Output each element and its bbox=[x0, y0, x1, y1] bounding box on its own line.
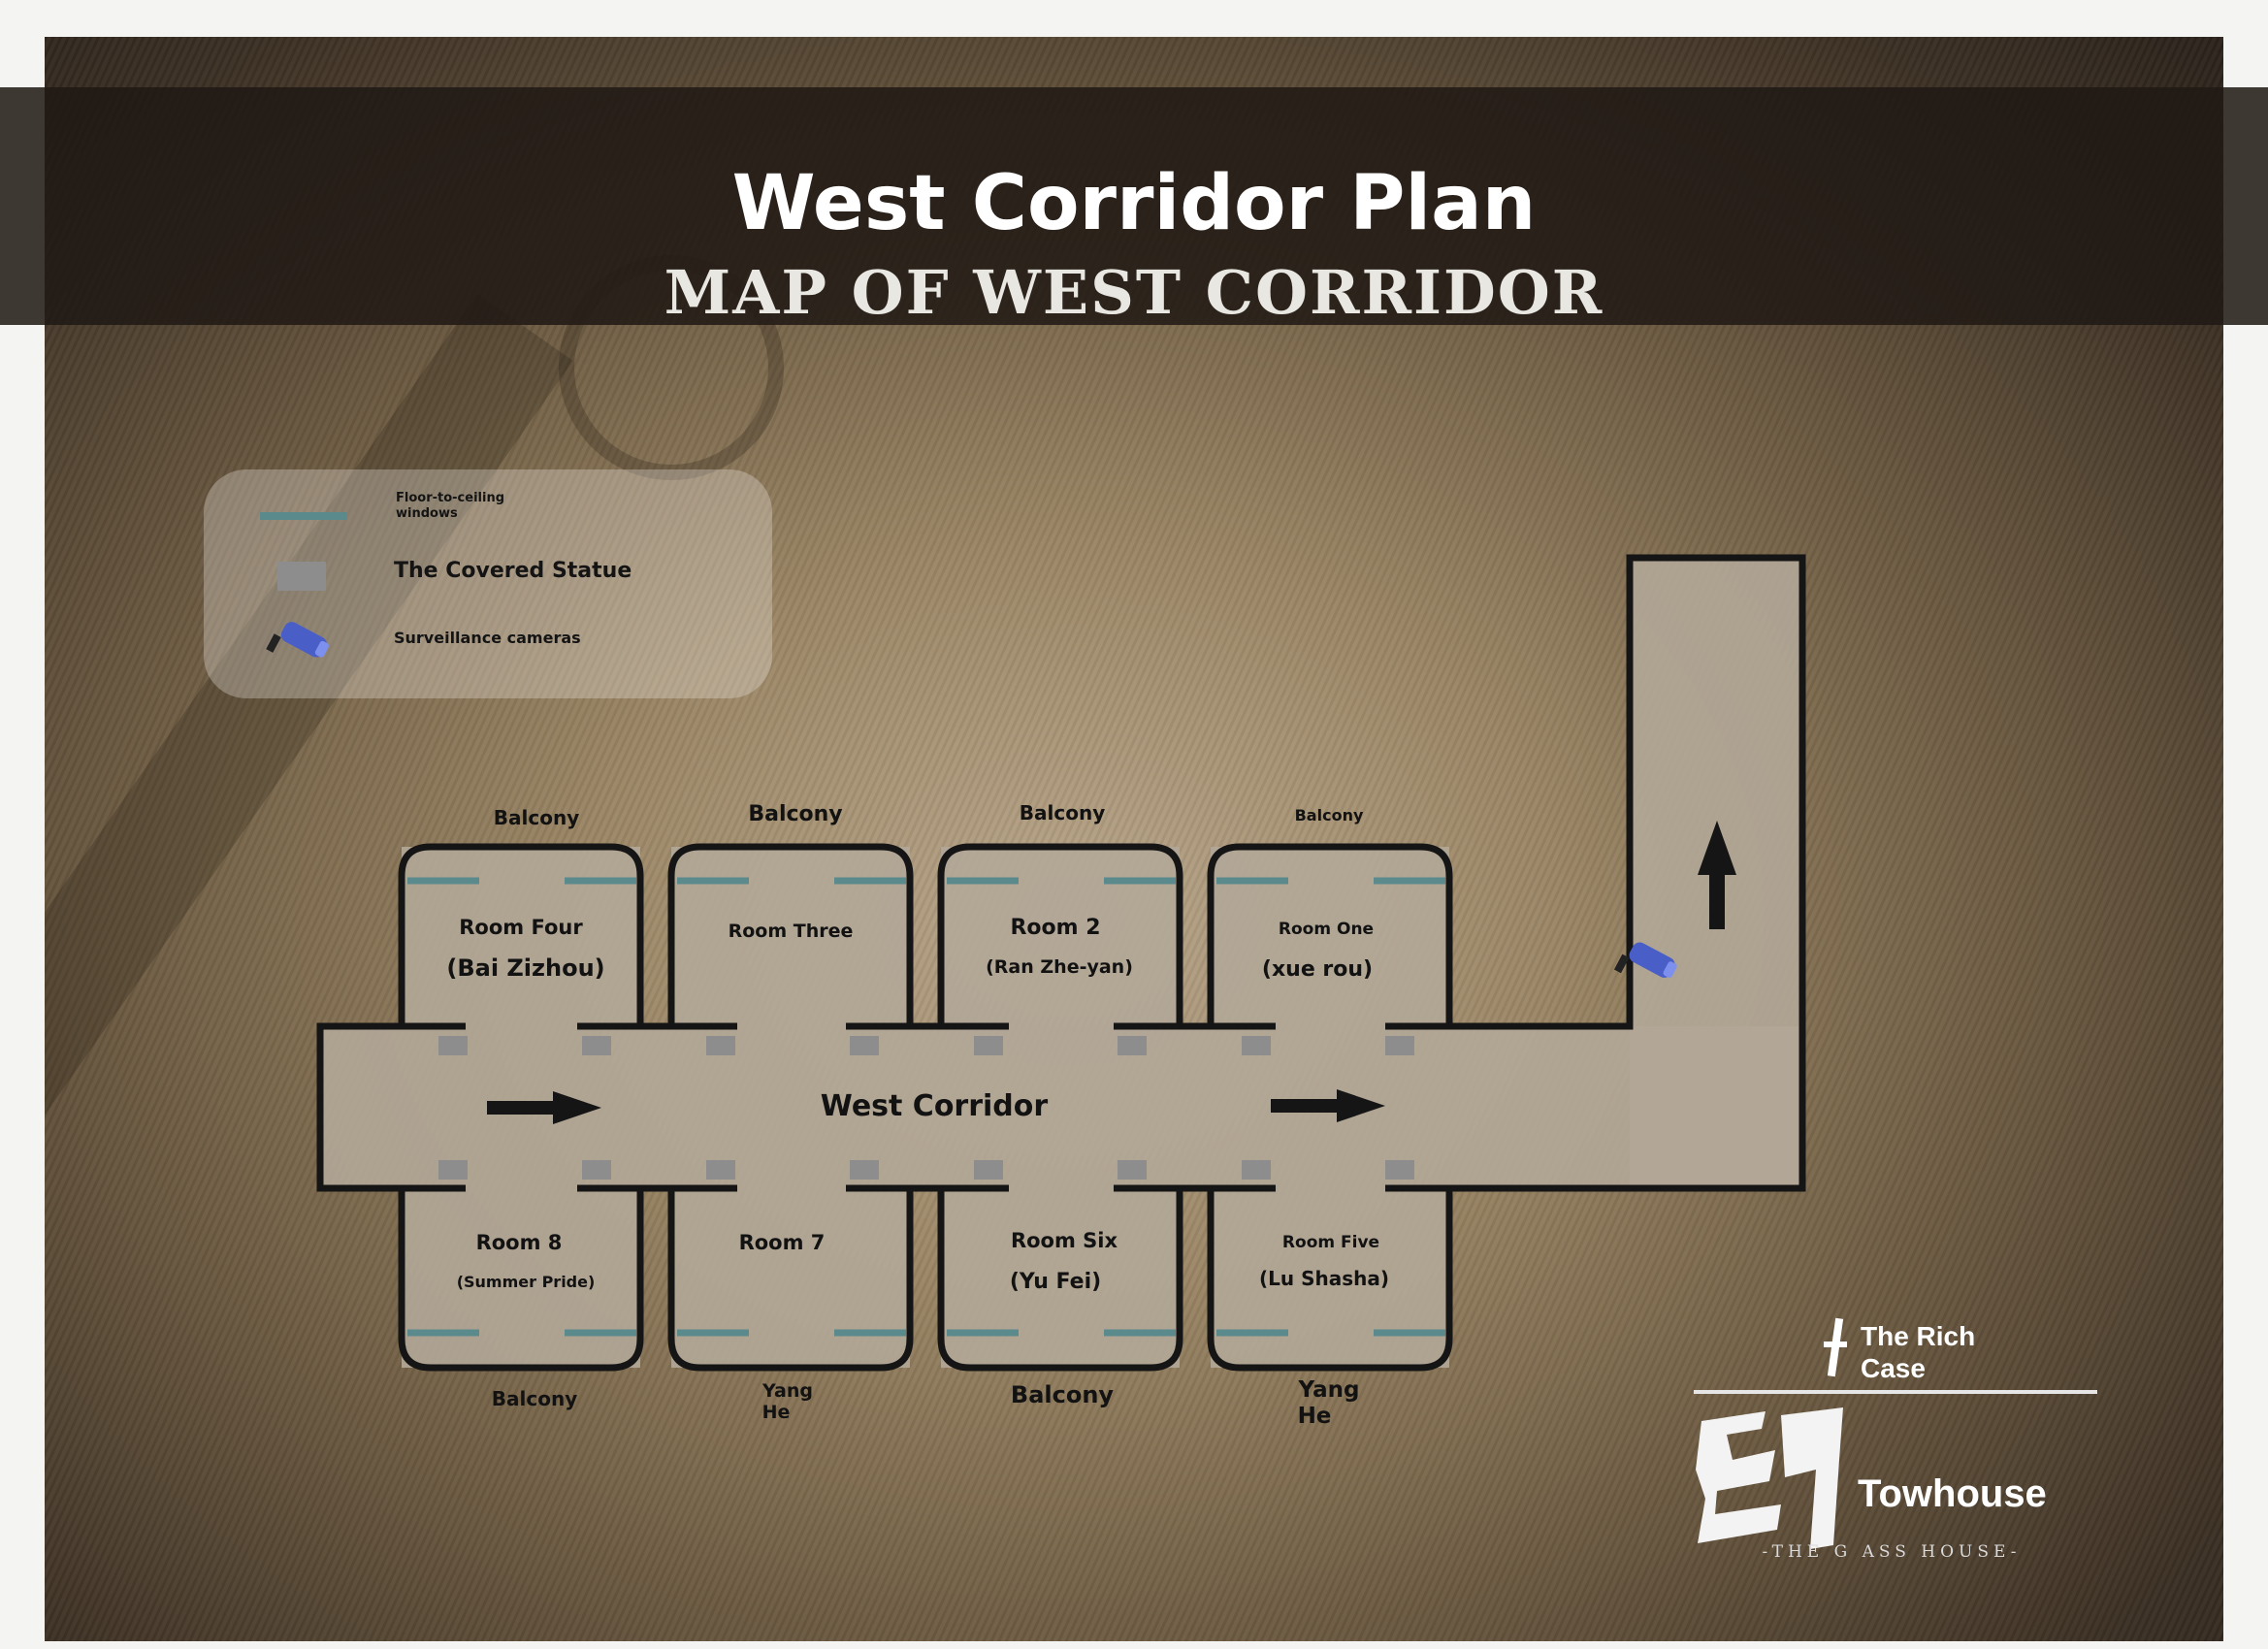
brand-line-2: Case bbox=[1861, 1353, 1926, 1383]
outside-label: Balcony bbox=[1020, 801, 1105, 824]
room-label: Room Six bbox=[1011, 1229, 1118, 1252]
outside-label-yang-he: Yang He bbox=[761, 1380, 813, 1423]
brand-name: Towhouse bbox=[1858, 1472, 2047, 1515]
room-label: Room One bbox=[1279, 920, 1374, 939]
room-occupant: (Summer Pride) bbox=[457, 1273, 596, 1291]
room-occupant: (Yu Fei) bbox=[1010, 1270, 1101, 1294]
camera-icon bbox=[1613, 942, 1677, 978]
outside-label: Balcony bbox=[494, 806, 579, 829]
corridor-label: West Corridor bbox=[821, 1089, 1049, 1123]
arrow-up-icon bbox=[1698, 821, 1736, 929]
map-legend: Floor-to-ceiling windows The Covered Sta… bbox=[204, 469, 772, 698]
room-occupant: (Ran Zhe-yan) bbox=[986, 956, 1133, 978]
brand-tagline: -THE G ASS HOUSE- bbox=[1763, 1542, 2022, 1562]
window-symbol bbox=[260, 512, 347, 520]
room-occupant: (xue rou) bbox=[1262, 957, 1373, 982]
legend-label-windows: Floor-to-ceiling windows bbox=[396, 491, 504, 521]
outside-label: Balcony bbox=[1295, 806, 1364, 824]
arrow-right-icon bbox=[487, 1091, 601, 1124]
page-title: West Corridor Plan bbox=[731, 160, 1537, 247]
room-label: Room Four bbox=[459, 916, 583, 939]
outside-label: Balcony bbox=[492, 1387, 577, 1410]
outside-label-line: Yang bbox=[761, 1380, 813, 1402]
covered-statues bbox=[438, 1036, 1414, 1180]
outside-label: Balcony bbox=[1011, 1381, 1115, 1408]
room-occupant: (Bai Zizhou) bbox=[446, 954, 604, 982]
brand-line-1: The Rich bbox=[1861, 1321, 1975, 1351]
room-occupant: (Lu Shasha) bbox=[1259, 1267, 1389, 1290]
brand-logo: The Rich Case Towhouse -THE G ASS HOUSE- bbox=[1688, 1314, 2105, 1567]
room-label: Room Three bbox=[729, 921, 854, 942]
room-label: Room 7 bbox=[739, 1231, 826, 1254]
statue-symbol bbox=[277, 562, 326, 591]
arrow-right-icon bbox=[1271, 1089, 1385, 1122]
room-label: Room Five bbox=[1282, 1233, 1379, 1252]
header-band bbox=[0, 87, 2268, 325]
legend-label-cameras: Surveillance cameras bbox=[394, 629, 581, 647]
outside-label-line: He bbox=[1298, 1404, 1332, 1429]
outside-label-line: Yang bbox=[1298, 1377, 1360, 1403]
camera-icon bbox=[266, 622, 330, 658]
outside-label-yang-he: Yang He bbox=[1298, 1377, 1360, 1429]
room-label: Room 8 bbox=[476, 1231, 563, 1254]
legend-label-statue: The Covered Statue bbox=[394, 559, 632, 583]
brand-glyph-art bbox=[1696, 1407, 1843, 1549]
brand-logo-art: The Rich Case Towhouse -THE G ASS HOUSE- bbox=[1694, 1317, 2097, 1562]
windows bbox=[407, 877, 1445, 1337]
page-subtitle: MAP OF WEST CORRIDOR bbox=[664, 257, 1604, 328]
walls bbox=[316, 554, 1806, 1372]
outside-label-line: He bbox=[762, 1402, 791, 1423]
outside-label: Balcony bbox=[748, 802, 842, 826]
room-label: Room 2 bbox=[1010, 916, 1100, 940]
